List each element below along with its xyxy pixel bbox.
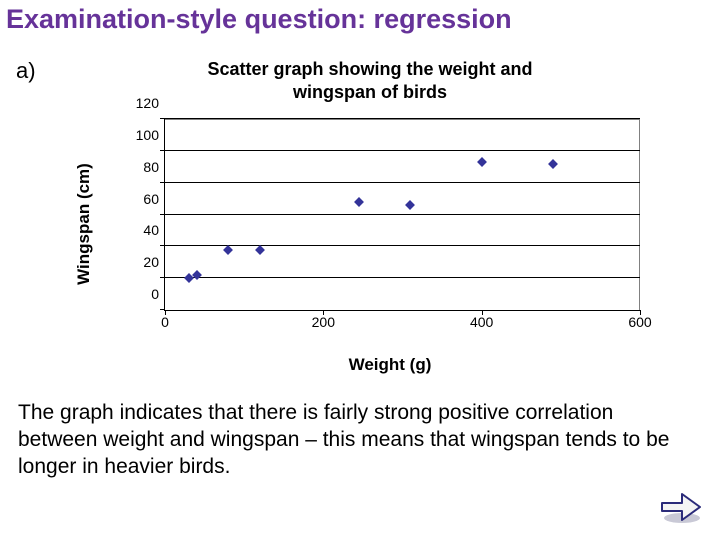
x-tick-label: 400 (470, 314, 493, 330)
x-tick-label: 600 (628, 314, 651, 330)
chart-title: Scatter graph showing the weight and win… (90, 58, 650, 103)
chart-body: Wingspan (cm) 0204060801001200200400600 (130, 119, 640, 329)
y-gridline (165, 214, 640, 215)
y-tick (160, 245, 165, 246)
explanation-text: The graph indicates that there is fairly… (18, 400, 696, 481)
y-tick-label: 40 (143, 222, 159, 238)
plot-border-right (639, 119, 640, 310)
y-tick-label: 0 (151, 286, 159, 302)
x-tick (165, 310, 166, 315)
y-axis-label: Wingspan (cm) (74, 163, 94, 285)
y-gridline (165, 118, 640, 119)
chart-title-line2: wingspan of birds (293, 82, 447, 102)
x-axis-label: Weight (g) (130, 355, 650, 375)
x-tick (640, 310, 641, 315)
y-gridline (165, 182, 640, 183)
x-tick (323, 310, 324, 315)
data-point (354, 197, 364, 207)
arrow-right-icon (658, 488, 704, 526)
y-gridline (165, 277, 640, 278)
y-tick-label: 20 (143, 254, 159, 270)
y-tick-label: 120 (136, 95, 159, 111)
y-tick (160, 150, 165, 151)
plot-border-top (165, 119, 640, 120)
y-tick (160, 182, 165, 183)
y-tick-label: 60 (143, 191, 159, 207)
y-tick (160, 277, 165, 278)
chart-title-line1: Scatter graph showing the weight and (207, 59, 532, 79)
y-gridline (165, 245, 640, 246)
data-point (405, 200, 415, 210)
y-tick-label: 80 (143, 159, 159, 175)
x-tick (482, 310, 483, 315)
y-tick (160, 214, 165, 215)
y-tick-label: 100 (136, 127, 159, 143)
part-label: a) (16, 58, 36, 84)
data-point (548, 159, 558, 169)
x-tick-label: 200 (312, 314, 335, 330)
plot-area: 0204060801001200200400600 (164, 119, 640, 311)
y-tick (160, 118, 165, 119)
page-title: Examination-style question: regression (6, 4, 512, 35)
scatter-chart: Scatter graph showing the weight and win… (90, 58, 650, 375)
data-point (477, 157, 487, 167)
x-tick-label: 0 (161, 314, 169, 330)
y-gridline (165, 150, 640, 151)
next-button[interactable] (658, 488, 704, 526)
